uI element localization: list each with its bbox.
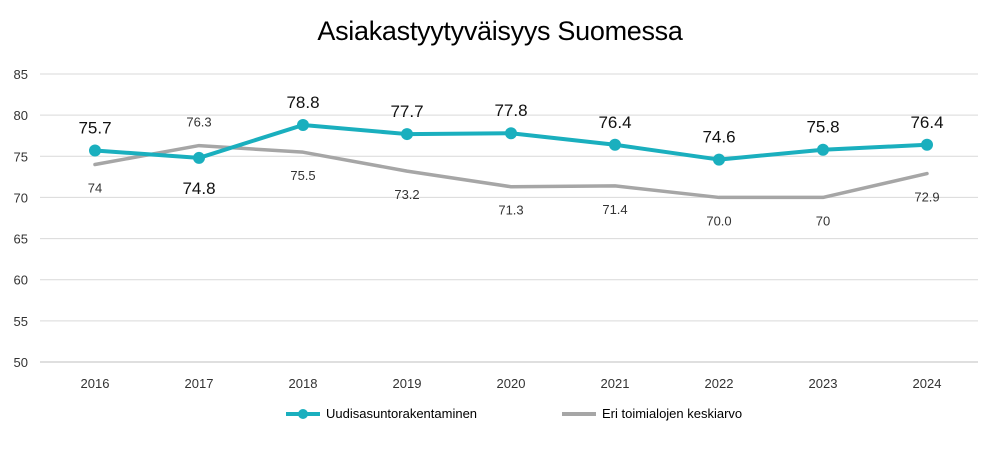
data-label: 75.5 — [290, 168, 315, 183]
data-label: 76.4 — [910, 113, 943, 132]
x-tick-label: 2019 — [393, 376, 422, 391]
data-labels: 75.7 74.8 78.8 77.7 77.8 76.4 74.6 75.8 76.4 74 76… — [78, 93, 943, 228]
x-tick-label: 2020 — [497, 376, 526, 391]
x-tick-label: 2016 — [81, 376, 110, 391]
data-label: 74.6 — [702, 128, 735, 147]
data-point[interactable] — [297, 119, 309, 132]
x-tick-label: 2018 — [289, 376, 318, 391]
data-point[interactable] — [921, 138, 933, 151]
y-tick-label: 85 — [14, 67, 28, 82]
data-label: 77.7 — [390, 102, 423, 121]
data-label: 70.0 — [706, 213, 731, 228]
legend-label: Eri toimialojen keskiarvo — [602, 406, 743, 421]
legend-swatch — [562, 411, 596, 416]
y-tick-label: 55 — [14, 314, 28, 329]
data-label: 70 — [816, 213, 830, 228]
series-lines — [89, 119, 933, 200]
data-label: 77.8 — [494, 101, 527, 120]
x-tick-label: 2024 — [913, 376, 942, 391]
data-label: 76.4 — [598, 113, 631, 132]
x-axis-tick-labels: 2016 2017 2018 2019 2020 2021 2022 2023 2024 — [81, 376, 942, 391]
x-tick-label: 2022 — [705, 376, 734, 391]
x-tick-label: 2017 — [185, 376, 214, 391]
y-tick-label: 65 — [14, 232, 28, 247]
legend-item-uudisasuntorakentaminen[interactable]: Uudisasuntorakentaminen — [286, 406, 477, 421]
data-point[interactable] — [505, 127, 517, 140]
data-point[interactable] — [817, 143, 829, 156]
y-tick-label: 70 — [14, 190, 28, 205]
y-tick-label: 75 — [14, 149, 28, 164]
y-tick-label: 80 — [14, 108, 28, 123]
data-point[interactable] — [713, 153, 725, 166]
data-label: 72.9 — [914, 190, 939, 205]
legend-item-eri-toimialojen-keskiarvo[interactable]: Eri toimialojen keskiarvo — [562, 406, 742, 421]
data-label: 71.3 — [498, 203, 523, 218]
y-tick-label: 50 — [14, 355, 28, 370]
gridlines — [40, 73, 978, 363]
data-label: 78.8 — [286, 93, 319, 112]
data-label: 75.8 — [806, 118, 839, 137]
data-label: 74.8 — [182, 179, 215, 198]
y-tick-label: 60 — [14, 273, 28, 288]
data-point[interactable] — [401, 128, 413, 141]
data-point[interactable] — [609, 138, 621, 151]
data-point[interactable] — [193, 151, 205, 164]
x-tick-label: 2023 — [809, 376, 838, 391]
data-label: 74 — [88, 181, 102, 196]
data-label: 76.3 — [186, 115, 211, 130]
legend-label: Uudisasuntorakentaminen — [326, 406, 478, 421]
legend-marker — [298, 408, 308, 419]
data-point[interactable] — [89, 144, 101, 157]
legend-swatch — [286, 408, 320, 419]
x-tick-label: 2021 — [601, 376, 630, 391]
chart-title: Asiakastyytyväisyys Suomessa — [317, 16, 683, 46]
y-axis-tick-labels: 50 55 60 65 70 75 80 85 — [14, 67, 28, 370]
legend: Uudisasuntorakentaminen Eri toimialojen … — [0, 406, 1000, 426]
data-label: 71.4 — [602, 202, 627, 217]
data-label: 73.2 — [394, 187, 419, 202]
data-label: 75.7 — [78, 119, 111, 138]
